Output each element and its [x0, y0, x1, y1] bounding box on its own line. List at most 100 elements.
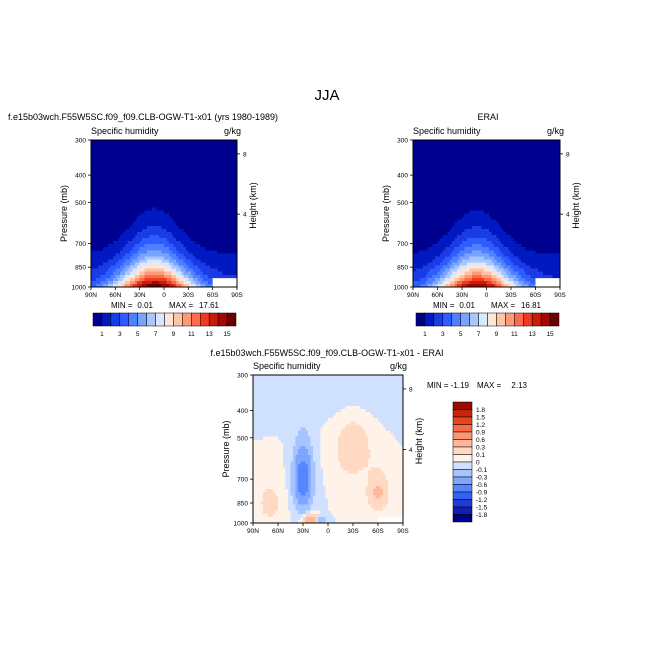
field-cell [171, 167, 175, 172]
field-cell [552, 158, 556, 162]
field-cell [193, 244, 197, 248]
field-cell [134, 149, 138, 153]
field-cell [215, 256, 218, 260]
field-cell [437, 164, 441, 168]
field-cell [95, 262, 99, 266]
field-cell [476, 241, 480, 245]
field-cell [415, 140, 419, 144]
field-cell [127, 259, 131, 263]
field-cell [224, 265, 228, 270]
field-cell [488, 170, 492, 175]
field-cell [164, 155, 167, 159]
field-cell [132, 173, 136, 178]
field-cell [129, 213, 133, 217]
field-cell [234, 268, 238, 273]
field-cell [515, 210, 519, 214]
field-cell [447, 143, 451, 147]
field-cell [108, 222, 111, 227]
field-cell [185, 204, 189, 208]
field-cell [444, 176, 448, 181]
field-cell [479, 198, 482, 202]
field-cell [437, 231, 441, 236]
field-cell [442, 219, 446, 224]
field-cell [535, 185, 539, 190]
field-cell [161, 216, 165, 221]
field-cell [488, 189, 492, 193]
field-cell [95, 198, 99, 202]
field-cell [491, 161, 495, 165]
field-cell [459, 216, 463, 221]
field-cell [435, 219, 438, 224]
field-cell [183, 182, 187, 187]
field-cell [207, 198, 211, 202]
field-cell [105, 189, 109, 193]
field-cell [142, 231, 145, 236]
field-cell [115, 244, 119, 248]
field-cell [144, 256, 148, 260]
field-cell [185, 173, 189, 178]
field-cell [530, 241, 534, 245]
field-cell [435, 155, 438, 159]
field-cell [112, 192, 116, 196]
field-cell [471, 152, 475, 156]
field-cell [91, 216, 94, 221]
field-cell [486, 155, 490, 159]
field-cell [476, 179, 480, 184]
field-cell [129, 179, 133, 184]
field-cell [547, 149, 551, 153]
field-cell [110, 201, 114, 205]
field-cell [422, 176, 426, 181]
field-cell [110, 228, 114, 233]
field-cell [190, 244, 194, 248]
field-cell [528, 164, 531, 168]
field-cell [212, 176, 216, 181]
field-cell [496, 152, 500, 156]
field-cell [137, 152, 141, 156]
field-cell [115, 198, 119, 202]
field-cell [91, 277, 94, 282]
field-cell [139, 182, 143, 187]
field-cell [229, 238, 233, 242]
field-cell [190, 207, 194, 211]
field-cell [435, 198, 438, 202]
field-cell [422, 204, 426, 208]
field-cell [212, 179, 216, 184]
field-cell [205, 250, 209, 254]
field-cell [491, 185, 495, 190]
field-cell [103, 225, 106, 230]
field-cell [525, 146, 529, 150]
field-cell [523, 149, 527, 153]
field-cell [227, 204, 231, 208]
field-cell [188, 216, 192, 221]
field-cell [144, 247, 148, 251]
field-cell [457, 231, 460, 236]
field-cell [122, 268, 126, 273]
field-cell [110, 231, 114, 236]
field-cell [188, 189, 192, 193]
field-cell [200, 271, 204, 276]
field-cell [207, 250, 211, 254]
field-cell [535, 222, 539, 227]
field-cell [491, 155, 495, 159]
field-cell [207, 283, 211, 288]
field-cell [129, 253, 133, 257]
field-cell [432, 210, 436, 214]
field-cell [129, 164, 133, 168]
field-cell [105, 170, 109, 175]
field-cell [161, 185, 165, 190]
field-cell [457, 158, 460, 162]
field-cell [151, 146, 155, 150]
field-cell [110, 238, 114, 242]
field-cell [164, 164, 167, 168]
field-cell [232, 274, 235, 279]
field-cell [537, 234, 541, 239]
field-cell [159, 280, 162, 285]
field-cell [217, 234, 221, 239]
field-cell [452, 231, 456, 236]
field-cell [452, 173, 456, 178]
field-cell [229, 207, 233, 211]
field-cell [486, 204, 490, 208]
field-cell [481, 222, 485, 227]
field-cell [474, 231, 478, 236]
field-cell [479, 210, 482, 214]
